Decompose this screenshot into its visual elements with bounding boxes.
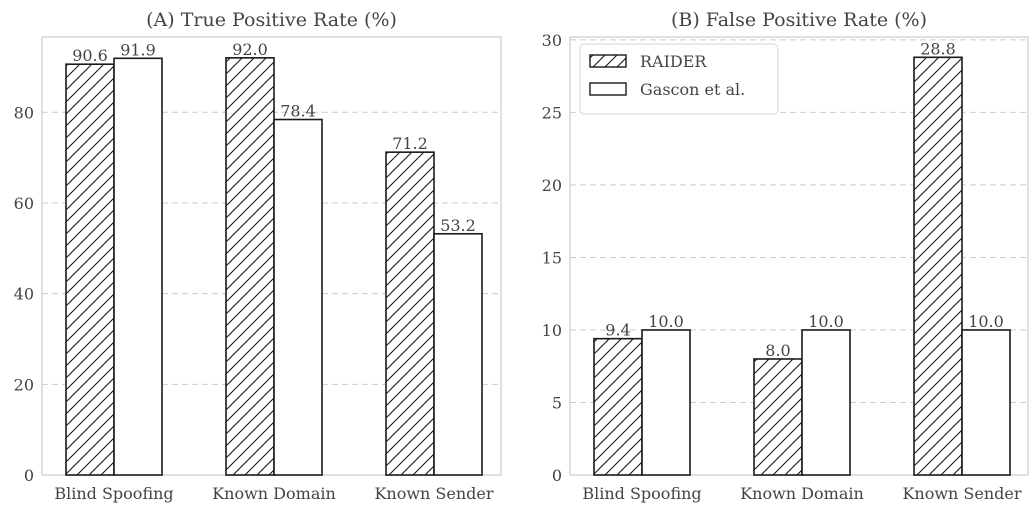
legend: RAIDER Gascon et al. — [579, 43, 779, 115]
y-tick-label: 30 — [542, 31, 562, 50]
bar-raider — [753, 358, 803, 476]
data-label: 71.2 — [392, 134, 428, 153]
y-tick-label: 20 — [542, 176, 562, 195]
bar-gascon — [273, 118, 323, 476]
data-label: 78.4 — [280, 102, 316, 121]
y-tick-label: 80 — [14, 103, 34, 122]
bar-raider — [913, 56, 963, 476]
y-tick-label: 10 — [542, 321, 562, 340]
bar-gascon — [641, 329, 691, 476]
data-label: 10.0 — [648, 312, 684, 331]
legend-label: Gascon et al. — [640, 80, 745, 99]
legend-swatch — [589, 82, 627, 96]
bar-gascon — [433, 232, 483, 476]
data-label: 91.9 — [120, 40, 156, 59]
y-tick-label: 20 — [14, 375, 34, 394]
y-tick-label: 40 — [14, 285, 34, 304]
y-tick-label: 60 — [14, 194, 34, 213]
x-tick-label: Known Domain — [212, 484, 336, 503]
bar-gascon — [801, 329, 851, 476]
data-label: 10.0 — [968, 312, 1004, 331]
data-label: 8.0 — [765, 341, 790, 360]
chart-panel-1: 0 5 10 15 20 25 30 (B) False Positive Rate (%) 9… — [542, 9, 1029, 503]
x-tick-label: Known Domain — [740, 484, 864, 503]
bar-raider — [385, 151, 435, 476]
legend-box — [579, 43, 779, 115]
x-tick-label: Known Sender — [902, 484, 1021, 503]
x-tick-label: Blind Spoofing — [54, 484, 173, 503]
data-label: 10.0 — [808, 312, 844, 331]
y-tick-label: 0 — [24, 466, 34, 485]
data-label: 90.6 — [72, 46, 108, 65]
data-label: 53.2 — [440, 216, 476, 235]
chart-panel-0: 0 20 40 60 80 (A) True Positive Rate (%) 90.6 9… — [14, 9, 502, 503]
legend-label: RAIDER — [640, 52, 707, 71]
data-label: 9.4 — [605, 321, 630, 340]
bar-raider — [225, 57, 275, 476]
y-tick-label: 0 — [552, 466, 562, 485]
legend-swatch — [589, 54, 627, 68]
x-tick-label: Blind Spoofing — [582, 484, 701, 503]
data-label: 92.0 — [232, 40, 268, 59]
y-tick-label: 25 — [542, 103, 562, 122]
bar-gascon — [961, 329, 1011, 476]
y-tick-label: 15 — [542, 248, 562, 267]
chart-title: (B) False Positive Rate (%) — [671, 9, 927, 31]
bar-raider — [65, 63, 115, 476]
chart-title: (A) True Positive Rate (%) — [146, 9, 397, 31]
bar-gascon — [113, 57, 163, 476]
bar-raider — [593, 337, 643, 476]
y-tick-label: 5 — [552, 393, 562, 412]
x-tick-label: Known Sender — [374, 484, 493, 503]
data-label: 28.8 — [920, 39, 956, 58]
